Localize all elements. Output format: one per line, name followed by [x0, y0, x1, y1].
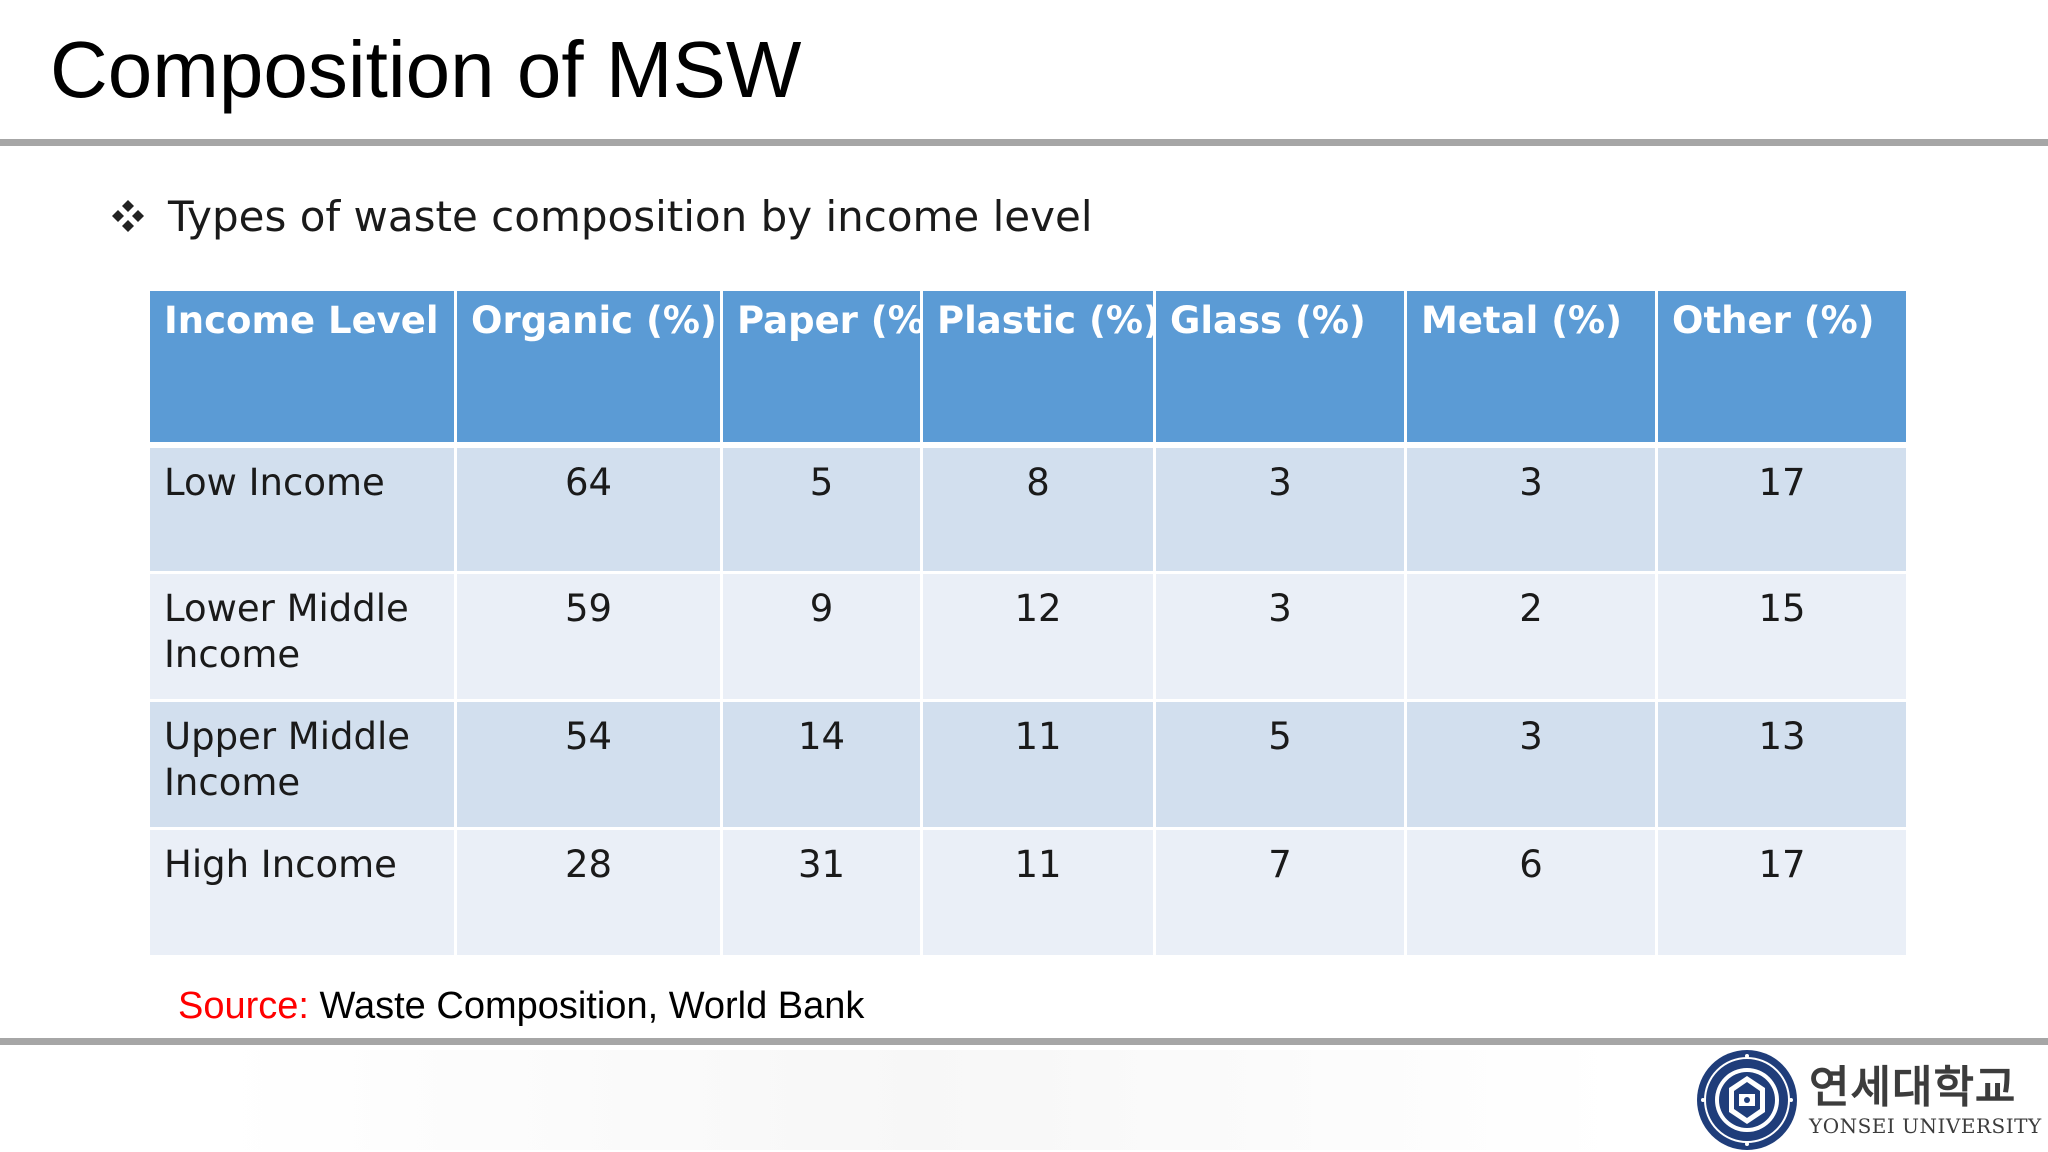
waste-composition-table: Income Level Organic (%) Paper (%) Plast… [147, 288, 1909, 958]
table-cell: 9 [720, 571, 923, 702]
source-label: Source: [178, 985, 309, 1027]
logo-korean-text: 연세대학교 [1809, 1062, 2017, 1113]
bullet-text: Types of waste composition by income lev… [168, 191, 1093, 241]
table-cell: 8 [920, 443, 1156, 574]
table-cell: 5 [720, 443, 923, 574]
table-cell: 31 [720, 827, 923, 958]
table-cell: 7 [1153, 827, 1407, 958]
yonsei-university-logo: 연세대학교 YONSEI UNIVERSITY [1695, 1048, 2042, 1152]
table-row: High Income 28 31 11 7 6 17 [147, 827, 1909, 958]
row-label: High Income [147, 827, 457, 958]
row-label: Low Income [147, 443, 457, 574]
table-cell: 11 [920, 827, 1156, 958]
row-label: Lower Middle Income [147, 571, 457, 702]
table-header-row: Income Level Organic (%) Paper (%) Plast… [147, 288, 1909, 448]
logo-english-text: YONSEI UNIVERSITY [1809, 1114, 2042, 1138]
table-row: Lower Middle Income 59 9 12 3 2 15 [147, 571, 1909, 702]
column-header: Metal (%) [1404, 288, 1658, 448]
yonsei-university-seal-icon [1697, 1050, 1797, 1150]
source-text: Waste Composition, World Bank [319, 985, 865, 1027]
table-cell: 64 [454, 443, 723, 574]
column-header: Glass (%) [1153, 288, 1407, 448]
column-header: Other (%) [1655, 288, 1909, 448]
table-cell: 6 [1404, 827, 1658, 958]
table-cell: 28 [454, 827, 723, 958]
title-divider [0, 139, 2048, 146]
table-cell: 3 [1404, 699, 1658, 830]
table-cell: 17 [1655, 827, 1909, 958]
source-citation: Source: Waste Composition, World Bank [178, 982, 864, 1030]
table-row: Upper Middle Income 54 14 11 5 3 13 [147, 699, 1909, 830]
column-header: Paper (%) [720, 288, 923, 448]
table-cell: 15 [1655, 571, 1909, 702]
table-cell: 13 [1655, 699, 1909, 830]
slide-title: Composition of MSW [50, 25, 802, 114]
table-cell: 5 [1153, 699, 1407, 830]
table-row: Low Income 64 5 8 3 3 17 [147, 443, 1909, 574]
table-cell: 14 [720, 699, 923, 830]
footer-divider [0, 1038, 2048, 1045]
column-header: Plastic (%) [920, 288, 1156, 448]
footer-background [220, 1050, 1620, 1150]
table-cell: 3 [1404, 443, 1658, 574]
column-header: Income Level [147, 288, 457, 448]
table-cell: 11 [920, 699, 1156, 830]
bullet-point: Types of waste composition by income lev… [110, 186, 1093, 246]
column-header: Organic (%) [454, 288, 723, 448]
logo-wordmark: 연세대학교 YONSEI UNIVERSITY [1809, 1062, 2042, 1138]
table-cell: 3 [1153, 571, 1407, 702]
row-label: Upper Middle Income [147, 699, 457, 830]
table-cell: 3 [1153, 443, 1407, 574]
four-diamond-bullet-icon [112, 200, 144, 232]
table-cell: 2 [1404, 571, 1658, 702]
table-cell: 12 [920, 571, 1156, 702]
waste-composition-table-container: Income Level Organic (%) Paper (%) Plast… [147, 288, 1909, 958]
table-cell: 17 [1655, 443, 1909, 574]
table-cell: 54 [454, 699, 723, 830]
table-cell: 59 [454, 571, 723, 702]
